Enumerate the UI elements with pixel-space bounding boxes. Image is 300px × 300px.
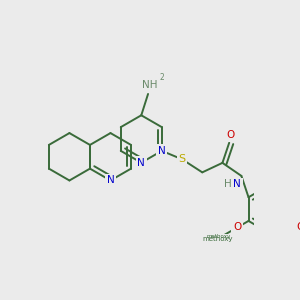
Text: N: N: [106, 176, 114, 185]
Text: N: N: [158, 146, 166, 156]
Text: N: N: [233, 179, 241, 189]
Text: S: S: [178, 154, 186, 164]
Text: N: N: [137, 158, 145, 168]
Text: H: H: [224, 179, 232, 189]
Text: O: O: [297, 223, 300, 232]
Text: O: O: [226, 130, 234, 140]
Text: methoxy: methoxy: [202, 236, 233, 242]
Text: NH: NH: [142, 80, 158, 91]
Text: methoxy: methoxy: [207, 234, 231, 239]
Text: O: O: [233, 223, 241, 232]
Text: 2: 2: [160, 73, 165, 82]
